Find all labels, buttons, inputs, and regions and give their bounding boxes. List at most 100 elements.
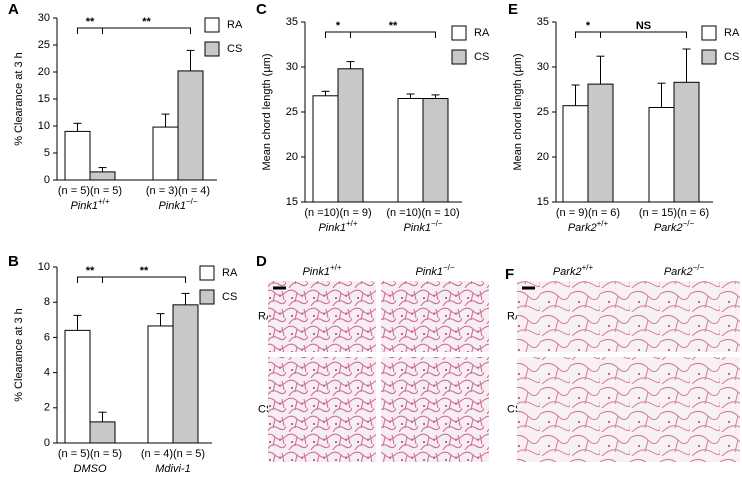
micrograph bbox=[628, 357, 740, 462]
n-label: (n =10)(n = 10) bbox=[386, 207, 459, 219]
significance-label: ** bbox=[389, 20, 398, 32]
y-axis-label: Mean chord length (µm) bbox=[512, 54, 524, 171]
legend-swatch bbox=[204, 17, 220, 33]
micrograph bbox=[381, 281, 489, 352]
significance-label: ** bbox=[142, 16, 151, 28]
micrograph bbox=[628, 281, 740, 352]
gene-name: Pink1 bbox=[70, 200, 98, 212]
micrograph bbox=[268, 357, 376, 462]
micrograph bbox=[517, 357, 629, 462]
gene-name: Park2 bbox=[553, 266, 582, 278]
legend-swatch bbox=[701, 25, 717, 41]
significance-label: ** bbox=[86, 265, 95, 277]
significance-bracket bbox=[102, 276, 186, 283]
y-tick-label: 30 bbox=[537, 61, 549, 73]
bar bbox=[648, 107, 675, 203]
y-axis-label: Mean chord length (µm) bbox=[261, 54, 273, 171]
y-tick-label: 20 bbox=[537, 151, 549, 163]
group-label: Mdivi-1 bbox=[155, 463, 190, 475]
y-tick-label: 15 bbox=[38, 93, 50, 105]
legend-swatch bbox=[451, 25, 467, 41]
y-tick-label: 35 bbox=[286, 16, 298, 28]
y-tick-label: 15 bbox=[537, 196, 549, 208]
genotype: −/− bbox=[431, 219, 443, 228]
micrograph bbox=[268, 281, 376, 352]
gene-name: Mdivi-1 bbox=[155, 463, 190, 475]
legend-swatch bbox=[204, 41, 220, 57]
bar bbox=[152, 126, 179, 181]
y-tick-label: 5 bbox=[44, 147, 50, 159]
bar bbox=[337, 68, 364, 203]
bar bbox=[397, 98, 424, 203]
gene-name: DMSO bbox=[74, 463, 107, 475]
panel-label: D bbox=[256, 253, 267, 270]
n-label: (n = 5)(n = 5) bbox=[58, 448, 122, 460]
gene-name: Pink1 bbox=[415, 266, 443, 278]
y-tick-label: 10 bbox=[38, 120, 50, 132]
y-tick-label: 20 bbox=[38, 66, 50, 78]
y-tick-label: 25 bbox=[537, 106, 549, 118]
genotype: +/+ bbox=[597, 219, 609, 228]
significance-bracket bbox=[77, 276, 103, 283]
y-tick-label: 4 bbox=[44, 367, 50, 379]
gene-name: Pink1 bbox=[302, 266, 330, 278]
bar bbox=[172, 304, 199, 444]
y-tick-label: 2 bbox=[44, 402, 50, 414]
legend-label: RA bbox=[724, 27, 740, 39]
y-tick-label: 0 bbox=[44, 174, 50, 186]
group-label: Pink1−/− bbox=[403, 219, 442, 234]
group-label: Pink1+/+ bbox=[318, 219, 357, 234]
gene-name: Pink1 bbox=[318, 222, 346, 234]
group-label: Park2+/+ bbox=[568, 219, 609, 234]
genotype: +/+ bbox=[346, 219, 358, 228]
legend-label: CS bbox=[222, 291, 237, 303]
n-label: (n = 3)(n = 4) bbox=[146, 185, 210, 197]
y-tick-label: 20 bbox=[286, 151, 298, 163]
bar bbox=[312, 95, 339, 203]
y-tick-label: 35 bbox=[537, 16, 549, 28]
legend-label: RA bbox=[474, 27, 490, 39]
panel-label: E bbox=[508, 1, 518, 18]
panel-label: C bbox=[256, 1, 267, 18]
y-tick-label: 0 bbox=[44, 437, 50, 449]
genotype: +/+ bbox=[330, 263, 342, 272]
gene-name: Pink1 bbox=[403, 222, 431, 234]
genotype: +/+ bbox=[582, 263, 594, 272]
significance-bracket bbox=[325, 31, 351, 38]
column-label: Park2+/+ bbox=[553, 263, 594, 278]
bar bbox=[422, 98, 449, 203]
y-tick-label: 15 bbox=[286, 196, 298, 208]
y-tick-label: 8 bbox=[44, 296, 50, 308]
y-axis-label: % Clearance at 3 h bbox=[13, 308, 25, 402]
gene-name: Pink1 bbox=[158, 200, 186, 212]
n-label: (n = 4)(n = 5) bbox=[141, 448, 205, 460]
legend-swatch bbox=[451, 49, 467, 65]
gene-name: Park2 bbox=[654, 222, 683, 234]
column-label: Pink1+/+ bbox=[302, 263, 341, 278]
column-label: Park2−/− bbox=[664, 263, 705, 278]
y-axis-label: % Clearance at 3 h bbox=[13, 52, 25, 146]
significance-bracket bbox=[77, 27, 103, 34]
n-label: (n = 5)(n = 5) bbox=[58, 185, 122, 197]
bar bbox=[64, 329, 91, 444]
panel-label: B bbox=[8, 253, 19, 270]
genotype: −/− bbox=[443, 263, 455, 272]
y-tick-label: 10 bbox=[38, 261, 50, 273]
column-label: Pink1−/− bbox=[415, 263, 454, 278]
legend-label: RA bbox=[222, 267, 238, 279]
legend-label: CS bbox=[227, 43, 242, 55]
y-tick-label: 30 bbox=[286, 61, 298, 73]
bar bbox=[587, 83, 614, 203]
significance-label: * bbox=[336, 20, 341, 32]
y-tick-label: 25 bbox=[286, 106, 298, 118]
group-label: DMSO bbox=[74, 463, 107, 475]
legend-label: RA bbox=[227, 19, 243, 31]
significance-bracket bbox=[600, 31, 687, 38]
legend-swatch bbox=[199, 265, 215, 281]
n-label: (n = 9)(n = 6) bbox=[556, 207, 620, 219]
legend-label: CS bbox=[724, 51, 739, 63]
significance-label: ** bbox=[140, 265, 149, 277]
bar bbox=[177, 70, 204, 181]
group-label: Park2−/− bbox=[654, 219, 695, 234]
significance-bracket bbox=[102, 27, 191, 34]
